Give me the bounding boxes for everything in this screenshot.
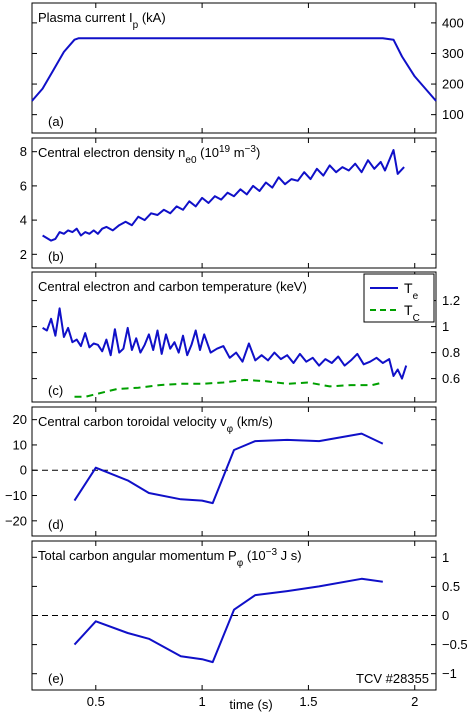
y-tick-label: 4 — [20, 213, 27, 228]
title-text: m — [230, 145, 244, 160]
series-line-ip — [31, 37, 437, 102]
y-tick-label: 0 — [442, 608, 449, 623]
y-tick-label: −20 — [5, 513, 27, 528]
panel-ne: 2 4 6 8 Central electron density ne0 (1019 m… — [20, 137, 437, 269]
title-text: Total carbon angular momentum P — [38, 548, 237, 563]
y-tick-label: −1 — [442, 666, 457, 681]
y-tick-label: 400 — [442, 15, 464, 30]
title-superscript: −3 — [266, 547, 278, 558]
legend-box — [363, 273, 435, 323]
panel-ip: 100 200 300 400 Plasma current Ip (kA) (a) — [31, 2, 464, 134]
y-tick-label: 20 — [13, 412, 27, 427]
y-tick-label: 1.2 — [442, 293, 460, 308]
panel-frame — [31, 2, 437, 134]
title-text: (kA) — [138, 10, 165, 25]
panel-title: Central carbon toroidal velocity vφ (km/… — [38, 414, 273, 435]
series-line-pphi — [73, 577, 383, 664]
panel-title: Central electron density ne0 (1019 m−3) — [38, 144, 260, 166]
panel-tag: (d) — [48, 517, 64, 532]
title-superscript: −3 — [245, 144, 257, 155]
shot-number-annotation: TCV #28355 — [356, 671, 429, 686]
panel-frame — [31, 271, 437, 403]
x-tick-label: 1.5 — [299, 694, 317, 709]
y-tick-label: 0.5 — [442, 579, 460, 594]
series-line-ne — [42, 149, 405, 242]
panel-temp: 0.6 0.8 1 1.2 Central electron and carbon te… — [31, 271, 460, 403]
panel-frame — [31, 406, 437, 537]
y-tick-label: 100 — [442, 107, 464, 122]
legend-text: T — [404, 280, 413, 296]
y-tick-label: 0.8 — [442, 345, 460, 360]
y-tick-label: −10 — [5, 488, 27, 503]
legend-text: T — [404, 302, 413, 318]
y-tick-label: 0 — [20, 463, 27, 478]
title-text: (10 — [197, 145, 219, 160]
x-tick-label: 0.5 — [87, 694, 105, 709]
panel-tag: (a) — [48, 114, 64, 129]
y-tick-label: −0.5 — [442, 637, 468, 652]
x-tick-label: 2 — [411, 694, 418, 709]
y-tick-label: 1 — [442, 319, 449, 334]
y-tick-label: 2 — [20, 247, 27, 262]
title-text: Plasma current I — [38, 10, 133, 25]
series-line-te — [42, 307, 408, 380]
panel-tag: (b) — [48, 249, 64, 264]
panel-vphi: −20 −10 0 10 20 Central carbon toroidal veloc… — [5, 406, 437, 537]
x-tick-label: 1 — [198, 694, 205, 709]
title-text: J s) — [277, 548, 302, 563]
title-text: Central electron density n — [38, 145, 185, 160]
panel-frame — [31, 137, 437, 269]
y-tick-label: 0.6 — [442, 371, 460, 386]
title-subscript: p — [133, 20, 139, 31]
y-tick-label: 200 — [442, 77, 464, 92]
legend-subscript: C — [413, 313, 420, 324]
legend-label: Te — [404, 280, 419, 302]
panel-tag: (e) — [48, 671, 64, 686]
panel-title: Total carbon angular momentum Pφ (10−3 J… — [38, 547, 302, 569]
panel-pphi: 0.5 1 1.5 2 −1 −0.5 0 0.5 1 Total carbon angular … — [31, 540, 468, 709]
y-tick-label: 300 — [442, 46, 464, 61]
x-axis-label: time (s) — [229, 697, 272, 712]
title-subscript: φ — [237, 558, 244, 569]
y-tick-label: 1 — [442, 550, 449, 565]
y-tick-label: 8 — [20, 144, 27, 159]
panel-title: Plasma current Ip (kA) — [38, 10, 166, 31]
series-line-vphi — [73, 432, 384, 505]
title-text: (km/s) — [233, 414, 273, 429]
legend-subscript: e — [413, 291, 419, 302]
title-superscript: 19 — [219, 144, 231, 155]
title-subscript: φ — [227, 424, 234, 435]
panel-tag: (c) — [48, 383, 63, 398]
title-text: Central electron and carbon temperature … — [38, 279, 307, 294]
title-text: Central carbon toroidal velocity v — [38, 414, 227, 429]
title-text: (10 — [243, 548, 265, 563]
title-subscript: e0 — [185, 155, 197, 166]
y-tick-label: 6 — [20, 178, 27, 193]
panel-title: Central electron and carbon temperature … — [38, 279, 307, 294]
title-text: ) — [256, 145, 260, 160]
y-tick-label: 10 — [13, 437, 27, 452]
series-line-tc — [74, 378, 384, 398]
legend-label: TC — [404, 302, 420, 324]
